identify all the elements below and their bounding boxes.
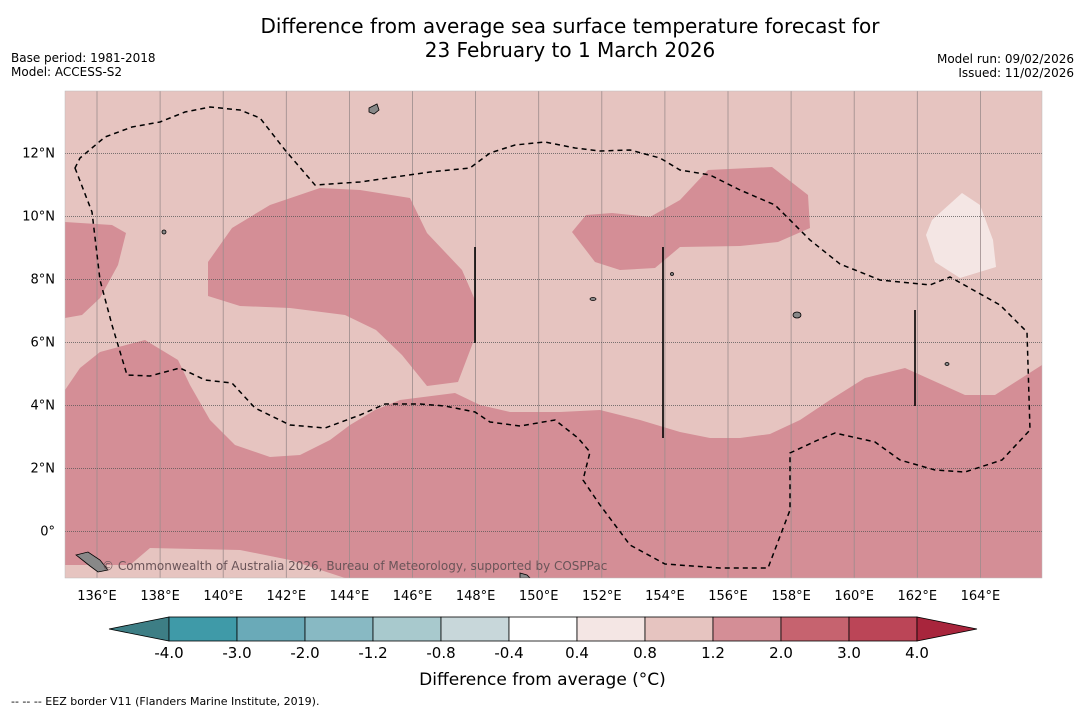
anomaly-region-northeast — [572, 167, 810, 270]
base-period: Base period: 1981-2018 — [11, 51, 156, 65]
island — [519, 572, 531, 578]
island — [944, 362, 950, 366]
anomaly-region-central — [208, 188, 475, 386]
island — [792, 311, 802, 319]
anomaly-region-west — [65, 222, 126, 318]
latitude-label: 4°N — [31, 399, 56, 414]
colorbar-segment — [372, 616, 442, 642]
eez-footnote: -- -- -- EEZ border V11 (Flanders Marine… — [11, 695, 320, 708]
colorbar-over-arrow — [916, 616, 978, 642]
islands — [75, 103, 950, 578]
meta-left: Base period: 1981-2018 Model: ACCESS-S2 — [11, 51, 156, 79]
latitude-label: 12°N — [22, 147, 55, 162]
colorbar-under-arrow — [108, 616, 170, 642]
longitude-label: 154°E — [645, 589, 685, 604]
longitude-labels: 136°E 138°E 140°E 142°E 144°E 146°E 148°E 150°E… — [77, 589, 1000, 604]
colorbar-tick-label: 2.0 — [769, 644, 793, 662]
longitude-label: 140°E — [203, 589, 243, 604]
issued-date: Issued: 11/02/2026 — [958, 66, 1074, 80]
anomaly-region-near-neutral — [926, 193, 996, 278]
map-frame — [64, 90, 1043, 579]
colorbar — [108, 616, 978, 642]
meta-right: Model run: 09/02/2026 Issued: 11/02/2026 — [937, 52, 1074, 80]
map-panel: © Commonwealth of Australia 2026, Bureau… — [65, 91, 1042, 578]
colorbar-tick-label: -0.8 — [426, 644, 455, 662]
latitude-label: 6°N — [31, 336, 56, 351]
longitude-label: 146°E — [393, 589, 433, 604]
model-name: Model: ACCESS-S2 — [11, 65, 123, 79]
colorbar-segment — [304, 616, 374, 642]
colorbar-tick-label: 0.4 — [565, 644, 589, 662]
eez-borders — [74, 106, 1031, 569]
latitude-label: 10°N — [22, 210, 55, 225]
anomaly-region-south — [65, 340, 1042, 578]
longitude-label: 144°E — [330, 589, 370, 604]
copyright-text: © Commonwealth of Australia 2026, Bureau… — [102, 559, 607, 573]
colorbar-segment — [576, 616, 646, 642]
longitude-label: 150°E — [519, 589, 559, 604]
longitude-label: 152°E — [582, 589, 622, 604]
longitude-label: 162°E — [898, 589, 938, 604]
colorbar-tick-labels: -4.0 -3.0 -2.0 -1.2 -0.8 -0.4 0.4 0.8 1.2 2.0 3.0 4… — [154, 644, 929, 662]
title-line-1: Difference from average sea surface temp… — [260, 14, 880, 38]
colorbar-segment — [644, 616, 714, 642]
colorbar-segment — [440, 616, 510, 642]
longitude-label: 136°E — [77, 589, 117, 604]
colorbar-segment — [168, 616, 238, 642]
colorbar-title: Difference from average (°C) — [419, 670, 666, 690]
longitude-label: 164°E — [961, 589, 1001, 604]
colorbar-tick-label: -1.2 — [358, 644, 387, 662]
map-title: Difference from average sea surface temp… — [0, 14, 1085, 62]
longitude-label: 156°E — [708, 589, 748, 604]
island — [75, 551, 109, 573]
latitude-label: 8°N — [31, 273, 56, 288]
island — [589, 297, 597, 301]
colorbar-segment — [848, 616, 918, 642]
latitude-label: 0° — [40, 525, 55, 540]
colorbar-tick-label: 1.2 — [701, 644, 725, 662]
island — [670, 272, 674, 276]
colorbar-segment — [712, 616, 782, 642]
colorbar-tick-label: -2.0 — [290, 644, 319, 662]
longitude-label: 142°E — [267, 589, 307, 604]
longitude-label: 160°E — [834, 589, 874, 604]
title-line-2: 23 February to 1 March 2026 — [424, 38, 716, 62]
longitude-label: 148°E — [456, 589, 496, 604]
model-run: Model run: 09/02/2026 — [936, 52, 1074, 66]
longitude-label: 158°E — [771, 589, 811, 604]
colorbar-segment — [508, 616, 578, 642]
maritime-boundary-lines — [474, 247, 916, 438]
colorbar-tick-label: 4.0 — [905, 644, 929, 662]
colorbar-tick-label: 3.0 — [837, 644, 861, 662]
latitude-label: 2°N — [31, 462, 56, 477]
longitude-label: 138°E — [140, 589, 180, 604]
colorbar-tick-label: -4.0 — [154, 644, 183, 662]
eez-border-palau-fsm — [74, 106, 1031, 569]
latitude-labels: 12°N 10°N 8°N 6°N 4°N 2°N 0° — [22, 147, 55, 540]
colorbar-tick-label: -0.4 — [494, 644, 523, 662]
colorbar-segment — [236, 616, 306, 642]
island — [161, 229, 167, 235]
colorbar-tick-label: 0.8 — [633, 644, 657, 662]
island — [368, 103, 380, 115]
colorbar-tick-label: -3.0 — [222, 644, 251, 662]
colorbar-segment — [780, 616, 850, 642]
